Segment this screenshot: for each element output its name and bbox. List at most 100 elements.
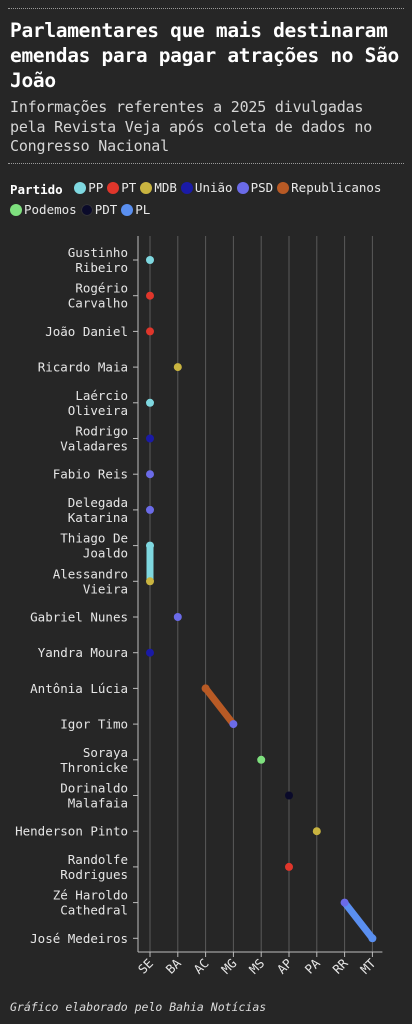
y-tick-label-line: Igor Timo bbox=[60, 717, 128, 732]
y-tick-label: João Daniel bbox=[45, 324, 128, 339]
x-tick-label: RR bbox=[329, 955, 351, 977]
y-tick-label-line: Soraya bbox=[83, 745, 128, 760]
y-tick-label: Zé Haroldo Cathedral bbox=[53, 888, 128, 918]
y-tick-label-line: Cathedral bbox=[60, 903, 128, 918]
legend-swatch bbox=[236, 182, 249, 194]
legend-label: PL bbox=[135, 202, 151, 217]
y-tick-label: Igor Timo bbox=[60, 717, 128, 732]
y-tick-label-line: Ricardo Maia bbox=[38, 360, 128, 375]
legend-item-pt: PT bbox=[107, 178, 136, 198]
legend-item-união: União bbox=[180, 178, 233, 198]
x-tick-label: AP bbox=[274, 956, 295, 977]
y-tick-label: Henderson Pinto bbox=[15, 824, 128, 839]
data-point bbox=[146, 327, 154, 336]
x-tick-label: PA bbox=[302, 955, 324, 977]
legend-label: União bbox=[194, 180, 233, 195]
x-tick-label: MS bbox=[246, 956, 267, 977]
y-tick-label-line: José Medeiros bbox=[30, 931, 128, 946]
y-tick-label-line: Thronicke bbox=[60, 760, 128, 775]
data-point bbox=[146, 505, 154, 514]
y-tick-label-line: Gabriel Nunes bbox=[30, 610, 128, 625]
y-tick-label: Gabriel Nunes bbox=[30, 610, 128, 625]
legend-label: PP bbox=[88, 180, 104, 195]
top-divider bbox=[8, 8, 404, 9]
legend-swatch bbox=[121, 204, 134, 216]
legend-swatch bbox=[277, 182, 290, 194]
data-point bbox=[201, 684, 210, 693]
y-tick-label-line: Valadares bbox=[60, 439, 128, 454]
data-point bbox=[173, 363, 182, 372]
legend-swatch bbox=[180, 182, 193, 194]
scatter-chart: Gustinho Ribeiro Rogério Carvalho João Danie… bbox=[15, 236, 383, 977]
legend-item-republicanos: Republicanos bbox=[277, 178, 381, 198]
y-tick-label-line: Antônia Lúcia bbox=[30, 681, 128, 696]
y-tick-label-line: Zé Haroldo bbox=[53, 888, 128, 903]
y-tick-label-line: Katarina bbox=[68, 510, 128, 525]
chart-title: Parlamentares que mais destinaram emenda… bbox=[10, 19, 399, 92]
y-tick-label-line: Alessandro bbox=[53, 566, 128, 581]
y-tick-label-line: Malafaia bbox=[68, 796, 128, 811]
legend-label: Podemos bbox=[24, 202, 77, 217]
legend-item-pl: PL bbox=[121, 200, 150, 220]
legend-label: PSD bbox=[250, 180, 274, 195]
data-point bbox=[146, 291, 154, 300]
y-tick-label: Fabio Reis bbox=[53, 467, 128, 482]
y-tick-label-line: Joaldo bbox=[83, 546, 128, 561]
y-tick-label-line: Randolfe bbox=[68, 852, 128, 867]
y-tick-label-line: Rogério bbox=[75, 281, 128, 296]
y-tick-label: Yandra Moura bbox=[38, 645, 128, 660]
y-tick-label: Gustinho Ribeiro bbox=[68, 245, 128, 275]
connector-line bbox=[202, 684, 237, 728]
y-tick-label-line: Vieira bbox=[83, 581, 128, 596]
y-tick-label-line: Yandra Moura bbox=[38, 645, 128, 660]
x-tick-label: SE bbox=[135, 956, 156, 977]
data-point bbox=[146, 434, 154, 443]
y-tick-label: Ricardo Maia bbox=[38, 360, 128, 375]
data-point bbox=[285, 791, 293, 800]
header-divider bbox=[8, 163, 404, 164]
legend-swatch bbox=[140, 182, 153, 194]
data-point bbox=[368, 934, 377, 943]
data-point bbox=[146, 577, 154, 586]
data-point bbox=[146, 256, 154, 264]
y-tick-label: Antônia Lúcia bbox=[30, 681, 128, 696]
y-tick-label: Rogério Carvalho bbox=[68, 281, 128, 311]
data-point bbox=[229, 720, 238, 729]
legend-item-mdb: MDB bbox=[140, 178, 177, 198]
x-tick-label: AC bbox=[190, 956, 211, 977]
y-tick-label-line: Fabio Reis bbox=[53, 467, 128, 482]
data-point bbox=[146, 398, 154, 407]
data-point bbox=[257, 755, 266, 764]
y-tick-label: Rodrigo Valadares bbox=[60, 424, 128, 454]
legend-label: MDB bbox=[154, 180, 177, 195]
y-tick-label-line: Oliveira bbox=[68, 403, 128, 418]
y-tick-label-line: Henderson Pinto bbox=[15, 824, 128, 839]
chart-subtitle: Informações referentes a 2025 divulgadas… bbox=[10, 98, 373, 155]
y-tick-label: Laércio Oliveira bbox=[68, 388, 128, 418]
y-tick-label-line: Gustinho bbox=[68, 245, 128, 260]
data-point bbox=[173, 613, 182, 621]
legend: Partido PP PT MDB União PSD Republicanos Podem… bbox=[10, 178, 405, 222]
data-point bbox=[312, 827, 321, 836]
legend-label: PT bbox=[121, 180, 137, 195]
connector-line bbox=[341, 899, 376, 942]
y-tick-label-line: Delegada bbox=[68, 495, 128, 510]
legend-swatch bbox=[107, 182, 120, 194]
y-tick-label: José Medeiros bbox=[30, 931, 128, 946]
data-point bbox=[146, 541, 154, 550]
legend-item-psd: PSD bbox=[236, 178, 274, 198]
data-point bbox=[285, 862, 293, 871]
data-point bbox=[146, 470, 154, 479]
legend-title: Partido bbox=[10, 182, 63, 197]
y-tick-label-line: Laércio bbox=[75, 388, 128, 403]
y-tick-label: Alessandro Vieira bbox=[53, 566, 128, 596]
legend-item-podemos: Podemos bbox=[10, 200, 77, 220]
x-tick-label: BA bbox=[163, 955, 185, 977]
y-tick-label-line: Rodrigo bbox=[75, 424, 128, 439]
legend-item-pdt: PDT bbox=[80, 200, 117, 220]
y-tick-label: Dorinaldo Malafaia bbox=[60, 781, 128, 811]
y-tick-label-line: Ribeiro bbox=[75, 260, 128, 275]
y-tick-label: Randolfe Rodrigues bbox=[60, 852, 128, 882]
x-tick-label: MT bbox=[357, 955, 379, 977]
y-tick-label-line: Rodrigues bbox=[60, 867, 128, 882]
